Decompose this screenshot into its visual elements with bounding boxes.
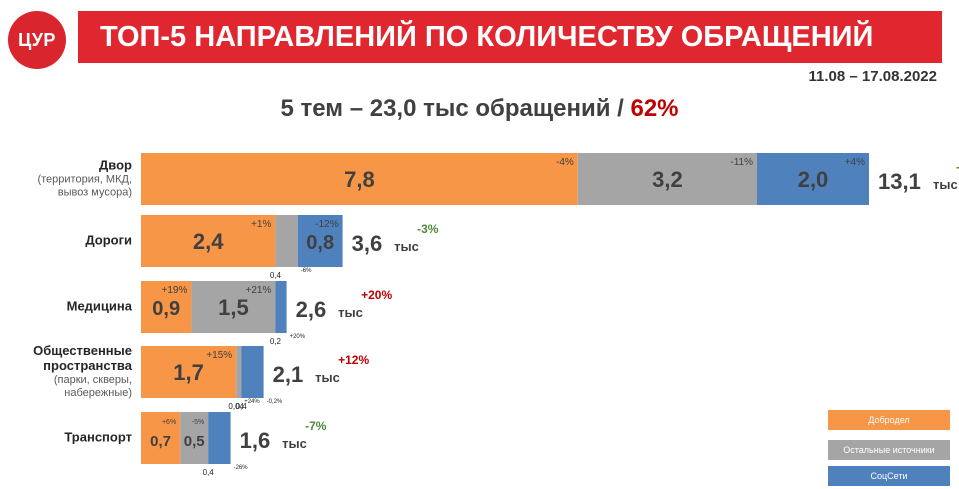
category-label: Общественные — [33, 343, 132, 358]
total-unit: тыс — [394, 239, 419, 254]
bar-segment — [241, 346, 264, 398]
bar-value-label: 3,2 — [652, 167, 683, 192]
page-title: ТОП-5 НАПРАВЛЕНИЙ ПО КОЛИЧЕСТВУ ОБРАЩЕНИ… — [78, 11, 942, 63]
bar-value-label: 0,9 — [152, 298, 180, 320]
category-label: пространства — [43, 358, 133, 373]
bar-change-label: +1% — [251, 219, 271, 230]
bar-segment — [577, 153, 757, 205]
bar-value-label: 1,7 — [173, 360, 204, 385]
category-label: Дороги — [85, 233, 132, 248]
bar-value-label: 0,4 — [270, 271, 282, 280]
total-unit: тыс — [933, 177, 958, 192]
total-unit: тыс — [338, 305, 363, 320]
bar-value-label: 2,0 — [798, 167, 829, 192]
bar-change-label: +19% — [162, 285, 188, 296]
category-label: Двор — [99, 158, 132, 173]
total-change: -7% — [305, 419, 327, 433]
bar-value-label: 0,4 — [203, 468, 215, 477]
bar-segment — [757, 153, 869, 205]
bar-change-label: +15% — [206, 350, 232, 361]
total-change: +12% — [338, 353, 369, 367]
bar-value-label: 0,2 — [270, 337, 282, 346]
bar-segment — [141, 281, 192, 333]
legend-item: СоцСети — [828, 466, 950, 486]
bar-change-label: +6% — [162, 419, 176, 426]
category-label: Транспорт — [64, 430, 132, 445]
legend-item: Добродел — [828, 410, 950, 430]
bar-change-label: -4% — [556, 157, 574, 168]
bar-change-label: +20% — [290, 334, 306, 340]
bar-change-label: -12% — [315, 219, 338, 230]
bar-segment — [141, 215, 276, 267]
bar-segment — [236, 346, 242, 398]
category-sublabel: набережные) — [64, 387, 132, 399]
bar-segment — [141, 412, 181, 464]
bar-change-label: +21% — [246, 285, 272, 296]
bar-segment — [208, 412, 231, 464]
bar-value-label: 0,7 — [150, 433, 171, 450]
bar-change-label: -0,2% — [267, 399, 283, 405]
total-value: 1,6 — [240, 428, 271, 453]
category-label: Медицина — [67, 299, 133, 314]
bar-change-label: +4% — [845, 157, 865, 168]
bar-change-label: +24% — [244, 399, 260, 405]
subtitle: 5 тем – 23,0 тыс обращений / 62% — [0, 95, 959, 123]
bar-segment — [275, 215, 298, 267]
bar-value-label: 1,5 — [218, 295, 249, 320]
bar-segment — [141, 346, 237, 398]
bar-change-label: -5% — [192, 419, 204, 426]
total-value: 2,6 — [296, 297, 327, 322]
bar-value-label: 0,8 — [306, 232, 334, 254]
bar-value-label: 7,8 — [344, 167, 375, 192]
category-sublabel: (территория, МКД, — [37, 174, 132, 186]
logo: ЦУР — [8, 11, 66, 69]
total-value: 13,1 — [878, 169, 921, 194]
total-change: +20% — [361, 288, 392, 302]
subtitle-main: 5 тем – 23,0 тыс обращений / — [280, 95, 631, 122]
subtitle-percent: 62% — [630, 95, 679, 122]
bar-value-label: 0,04 — [228, 402, 244, 411]
bar-change-label: -6% — [301, 268, 312, 274]
legend-item: Остальные источники — [828, 440, 950, 460]
total-unit: тыс — [282, 436, 307, 451]
bar-segment — [180, 412, 209, 464]
total-value: 3,6 — [352, 231, 383, 256]
date-range: 11.08 – 17.08.2022 — [808, 68, 937, 85]
bar-change-label: -11% — [730, 157, 753, 168]
total-unit: тыс — [315, 370, 340, 385]
bar-value-label: 0,4 — [236, 402, 248, 411]
bar-segment — [297, 215, 343, 267]
total-change: -4% — [956, 160, 959, 174]
category-sublabel: (парки, скверы, — [54, 374, 132, 386]
total-value: 2,1 — [273, 362, 304, 387]
bar-segment — [141, 153, 578, 205]
bar-value-label: 2,4 — [193, 229, 224, 254]
bar-change-label: -26% — [234, 465, 249, 471]
total-change: -3% — [417, 222, 439, 236]
bar-segment — [275, 281, 287, 333]
bar-value-label: 0,5 — [184, 433, 205, 450]
bar-segment — [191, 281, 276, 333]
category-sublabel: вывоз мусора) — [58, 187, 132, 199]
